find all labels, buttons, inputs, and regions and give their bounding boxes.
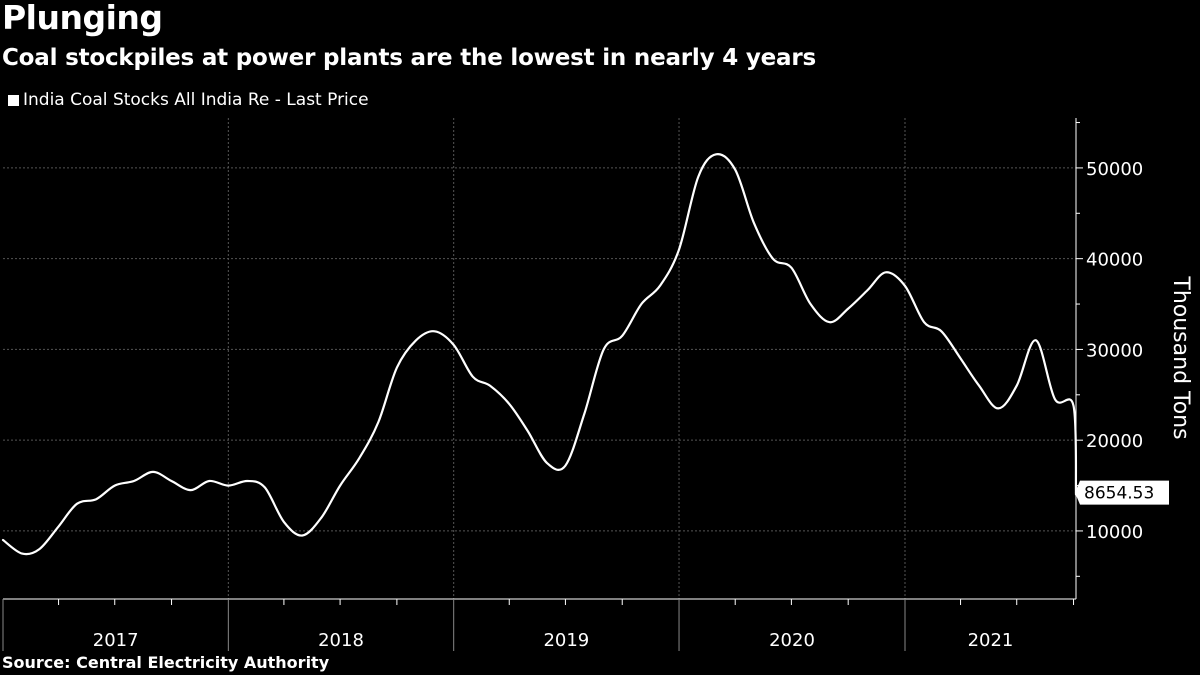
grid-layer (3, 118, 1076, 599)
chart-title: Plunging (2, 0, 163, 37)
chart-subtitle: Coal stockpiles at power plants are the … (2, 45, 816, 71)
legend: India Coal Stocks All India Re - Last Pr… (8, 90, 369, 110)
source-note: Source: Central Electricity Authority (2, 653, 330, 672)
series-line (1, 153, 1078, 556)
y-tick-label: 10000 (1086, 522, 1143, 543)
x-tick-label: 2020 (769, 630, 815, 651)
x-tick-label: 2021 (968, 630, 1014, 651)
last-value-label: 8654.53 (1075, 480, 1169, 505)
y-tick-label: 40000 (1086, 250, 1143, 271)
x-tick-label: 2018 (318, 630, 364, 651)
y-tick-label: 30000 (1086, 340, 1143, 361)
last-value-text: 8654.53 (1084, 484, 1154, 504)
axis-layer (2, 118, 1083, 651)
y-axis-title: Thousand Tons (1168, 275, 1193, 439)
x-tick-label: 2019 (543, 630, 589, 651)
y-tick-label: 20000 (1086, 431, 1143, 452)
last-value-box (1075, 480, 1169, 505)
x-tick-label: 2017 (93, 630, 139, 651)
label-layer: 2017 2018 2019 2020 2021 10000 20000 30000 40000… (93, 159, 1193, 651)
y-tick-label: 50000 (1086, 159, 1143, 180)
legend-swatch (8, 94, 19, 106)
legend-label: India Coal Stocks All India Re - Last Pr… (23, 90, 369, 110)
series-layer (1, 153, 1078, 556)
